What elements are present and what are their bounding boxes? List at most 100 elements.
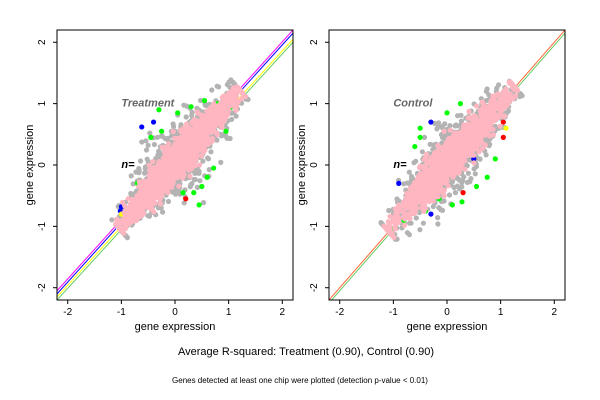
sample-size-label: n= <box>121 159 135 171</box>
scatter-point <box>156 148 162 154</box>
scatter-point <box>443 140 449 146</box>
scatter-point <box>392 218 398 224</box>
scatter-point <box>391 234 397 240</box>
scatter-point <box>143 138 149 144</box>
x-tick-label: -2 <box>63 307 72 318</box>
scatter-point <box>393 211 399 217</box>
scatter-point <box>407 201 413 207</box>
x-tick-label: 2 <box>279 307 285 318</box>
scatter-point <box>407 186 413 192</box>
highlight-point <box>156 107 162 113</box>
scatter-point <box>146 162 152 168</box>
scatter-point <box>452 190 458 196</box>
scatter-point <box>436 175 442 181</box>
scatter-point <box>162 149 168 155</box>
highlight-point <box>196 202 202 208</box>
scatter-point <box>230 93 236 99</box>
scatter-point <box>128 173 134 179</box>
x-axis-title: gene expression <box>135 321 216 333</box>
scatter-point <box>424 170 431 176</box>
scatter-point <box>205 140 211 146</box>
scatter-point <box>442 121 448 127</box>
scatter-point <box>181 200 187 206</box>
scatter-point <box>468 151 475 158</box>
y-tick-label: 2 <box>37 39 48 45</box>
scatter-point <box>181 156 187 162</box>
scatter-point <box>451 184 457 191</box>
scatter-point <box>392 206 398 212</box>
scatter-point <box>489 110 495 116</box>
scatter-point <box>414 205 420 211</box>
scatter-point <box>422 201 428 208</box>
highlight-point <box>473 183 480 190</box>
y-tick-label: -1 <box>309 221 320 230</box>
scatter-point <box>222 103 228 109</box>
scatter-point <box>178 129 184 135</box>
scatter-point <box>183 144 189 150</box>
scatter-point <box>201 140 207 146</box>
scatter-point <box>168 165 174 171</box>
scatter-point <box>462 166 468 172</box>
scatter-point <box>437 145 444 151</box>
scatter-point <box>426 198 432 205</box>
scatter-point <box>166 141 172 147</box>
scatter-point <box>503 90 510 96</box>
highlight-point <box>188 104 194 110</box>
scatter-point <box>419 189 425 195</box>
scatter-point <box>430 170 436 176</box>
scatter-point <box>187 184 193 190</box>
scatter-point <box>139 139 145 145</box>
highlight-point <box>417 134 423 140</box>
scatter-point <box>397 205 403 211</box>
scatter-point <box>436 151 442 157</box>
scatter-point <box>170 121 176 127</box>
scatter-point <box>181 172 187 178</box>
scatter-point <box>392 225 398 231</box>
highlight-point <box>199 183 205 190</box>
scatter-point <box>458 135 464 141</box>
x-axis-title: gene expression <box>407 321 488 333</box>
highlight-point <box>139 124 145 130</box>
y-tick-label: 1 <box>309 100 320 106</box>
scatter-point <box>446 169 452 175</box>
y-axis-title: gene expression <box>24 125 36 206</box>
scatter-point <box>454 148 460 154</box>
scatter-point <box>435 194 441 200</box>
scatter-point <box>463 147 469 153</box>
scatter-point <box>150 190 156 196</box>
scatter-point <box>479 119 485 125</box>
scatter-point <box>476 149 482 155</box>
scatter-point <box>193 150 199 156</box>
scatter-point <box>408 220 414 226</box>
x-tick-label: 0 <box>444 307 450 318</box>
scatter-point <box>191 116 198 122</box>
scatter-point <box>446 136 452 142</box>
highlight-point <box>412 143 418 150</box>
scatter-point <box>172 135 178 141</box>
scatter-point <box>444 151 450 157</box>
scatter-point <box>494 92 500 98</box>
scatter-point <box>483 112 489 118</box>
highlight-point <box>457 101 464 107</box>
scatter-point <box>143 196 149 202</box>
scatter-point <box>491 97 497 103</box>
scatter-point <box>441 159 447 165</box>
scatter-point <box>411 160 417 166</box>
scatter-point <box>432 188 438 194</box>
scatter-point <box>487 133 493 139</box>
scatter-point <box>448 156 454 162</box>
plot-area <box>57 30 293 300</box>
scatter-point <box>180 163 186 169</box>
scatter-point <box>147 186 153 192</box>
scatter-point <box>486 92 492 98</box>
scatter-point <box>452 123 458 129</box>
scatter-point <box>165 154 171 160</box>
scatter-point <box>132 210 138 216</box>
x-tick-label: 1 <box>498 307 504 318</box>
scatter-point <box>424 182 430 188</box>
scatter-point <box>471 125 477 131</box>
scatter-point <box>188 135 194 141</box>
scatter-point <box>467 179 473 185</box>
scatter-point <box>141 170 148 176</box>
